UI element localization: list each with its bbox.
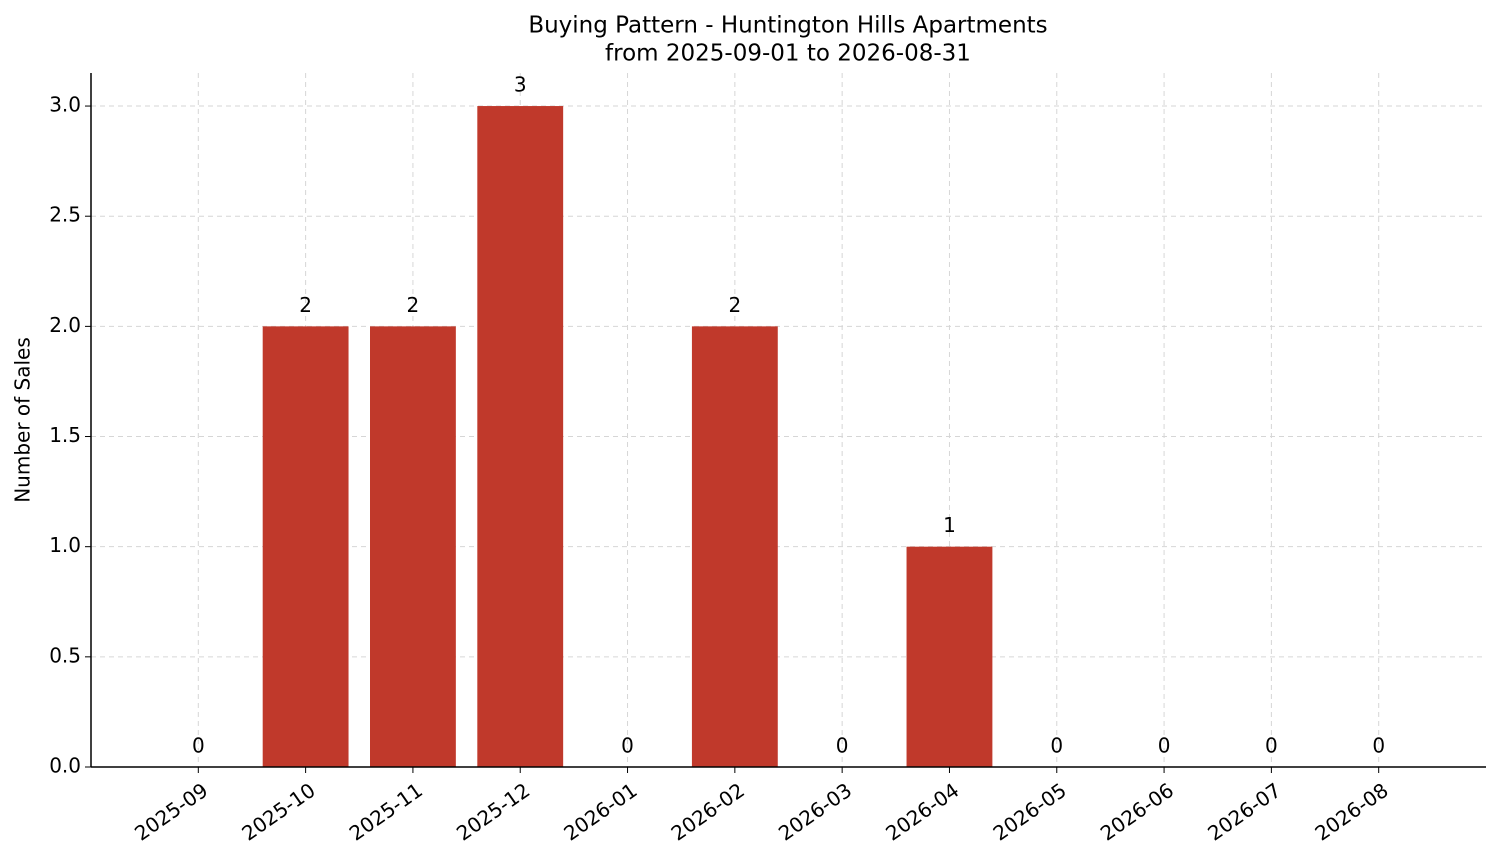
value-label: 2	[299, 293, 312, 317]
x-tick-label: 2026-07	[1203, 778, 1285, 846]
x-tick-label: 2026-01	[559, 778, 641, 846]
value-label: 3	[514, 73, 527, 97]
value-label: 0	[1158, 734, 1171, 758]
bar	[906, 546, 993, 767]
y-tick-label: 1.5	[49, 423, 81, 447]
chart-title: Buying Pattern - Huntington Hills Apartm…	[528, 13, 1047, 39]
y-tick-label: 3.0	[49, 93, 81, 117]
x-tick-label: 2025-10	[237, 778, 319, 846]
bar	[691, 326, 778, 767]
y-tick-label: 0.0	[49, 754, 81, 778]
value-label: 2	[728, 293, 741, 317]
value-label: 0	[1050, 734, 1063, 758]
value-label: 1	[943, 513, 956, 537]
y-tick-label: 2.5	[49, 203, 81, 227]
x-tick-label: 2026-02	[667, 778, 749, 846]
bar	[477, 106, 564, 768]
bar	[262, 326, 349, 767]
x-tick-label: 2026-06	[1096, 778, 1178, 846]
value-label: 0	[836, 734, 849, 758]
value-label: 2	[407, 293, 420, 317]
value-label: 0	[1265, 734, 1278, 758]
y-tick-label: 0.5	[49, 643, 81, 667]
x-tick-label: 2026-05	[989, 778, 1071, 846]
x-tick-label: 2026-08	[1310, 778, 1392, 846]
x-tick-label: 2026-04	[881, 778, 963, 846]
bar	[370, 326, 456, 767]
chart-subtitle: from 2025-09-01 to 2026-08-31	[605, 41, 971, 67]
value-label: 0	[1372, 734, 1385, 758]
value-label: 0	[621, 734, 634, 758]
value-label: 0	[192, 734, 205, 758]
y-tick-label: 1.0	[49, 533, 81, 557]
x-tick-label: 2025-11	[345, 778, 427, 846]
x-tick-label: 2025-12	[452, 778, 534, 846]
x-tick-label: 2025-09	[130, 778, 212, 846]
y-axis-label: Number of Sales	[11, 337, 35, 503]
x-tick-label: 2026-03	[774, 778, 856, 846]
y-tick-label: 2.0	[49, 313, 81, 337]
